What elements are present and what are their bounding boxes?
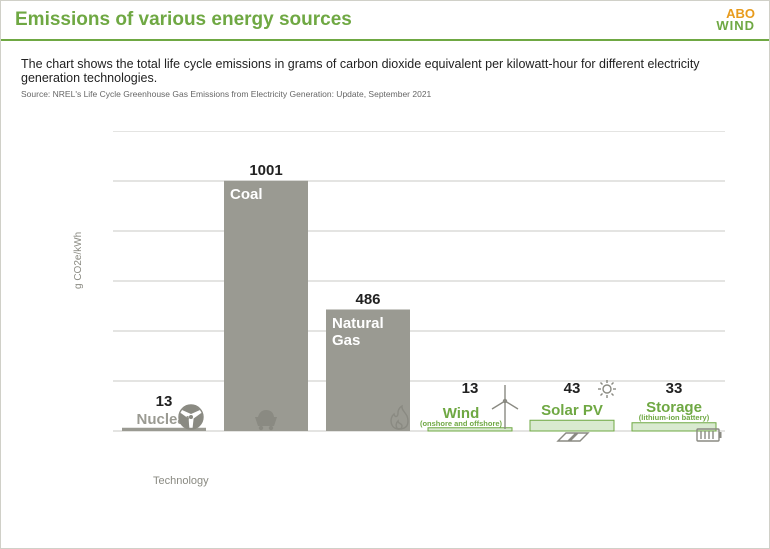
chart-svg: 0 200 400 600 800 1000 1200 13 Nuclear 1… [113,131,725,453]
y-axis-label: g CO2e/kWh [73,232,84,289]
label-natural-gas-2: Gas [332,332,360,349]
label-solar: Solar PV [541,402,603,419]
value-nuclear: 13 [156,393,173,410]
brand-logo: ABO WIND [716,8,755,33]
page-title: Emissions of various energy sources [15,9,352,31]
header: Emissions of various energy sources ABO … [1,1,769,41]
label-natural-gas-1: Natural [332,315,384,332]
value-storage: 33 [666,380,683,397]
intro-text: The chart shows the total life cycle emi… [1,41,769,87]
logo-bottom: WIND [716,18,755,33]
sun-icon [598,380,616,398]
bar-coal [224,181,308,431]
label-storage-sub: (lithium-ion battery) [639,413,710,422]
panel-icon [558,433,588,441]
bar-solar [530,420,614,431]
chart-card: Emissions of various energy sources ABO … [0,0,770,549]
value-coal: 1001 [249,162,282,179]
bar-wind [428,428,512,431]
bar-storage [632,423,716,431]
value-solar: 43 [564,380,581,397]
source-text: Source: NREL's Life Cycle Greenhouse Gas… [1,87,769,99]
value-wind: 13 [462,380,479,397]
label-coal: Coal [230,186,263,203]
emissions-chart: g CO2e/kWh Technology 0 200 400 600 800 … [61,121,741,501]
label-wind-sub: (onshore and offshore) [420,419,503,428]
x-axis-label: Technology [153,475,209,487]
gridlines [113,131,725,431]
value-natural-gas: 486 [355,291,380,308]
